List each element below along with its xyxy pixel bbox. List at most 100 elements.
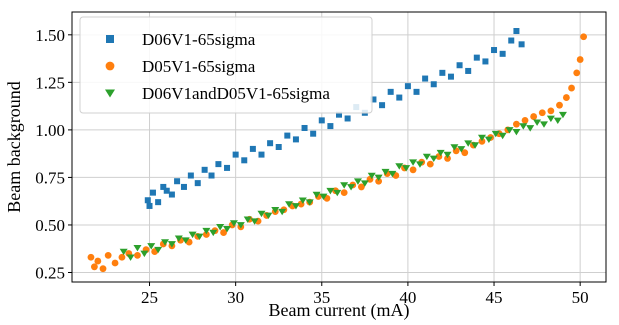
- data-point: [374, 174, 383, 182]
- data-point: [208, 172, 215, 179]
- data-point: [305, 199, 314, 206]
- data-point: [267, 140, 274, 147]
- data-point: [133, 244, 142, 252]
- data-point: [160, 183, 167, 190]
- data-point: [146, 202, 153, 209]
- data-point: [224, 164, 231, 171]
- data-point: [508, 37, 515, 44]
- data-point: [301, 124, 308, 131]
- data-point: [357, 183, 365, 191]
- data-point: [161, 239, 170, 246]
- data-point: [546, 115, 555, 123]
- data-point: [333, 189, 342, 197]
- data-point: [478, 137, 486, 145]
- data-point: [553, 117, 562, 124]
- data-point: [310, 130, 317, 137]
- data-point: [291, 203, 300, 210]
- data-point: [533, 119, 542, 126]
- data-point: [318, 117, 325, 124]
- data-point: [367, 172, 376, 180]
- y-tick-label: 0.25: [35, 263, 65, 282]
- data-point: [119, 248, 128, 256]
- data-point: [278, 208, 287, 216]
- data-point: [477, 134, 486, 142]
- x-tick-label: 35: [313, 288, 330, 307]
- data-point: [284, 132, 291, 139]
- data-point: [580, 33, 588, 41]
- y-tick-label: 0.75: [35, 168, 65, 187]
- data-point: [215, 161, 222, 168]
- data-point: [87, 253, 95, 261]
- data-point: [250, 218, 259, 225]
- data-point: [168, 191, 175, 198]
- data-point: [415, 161, 424, 168]
- data-point: [174, 235, 183, 242]
- data-point: [220, 229, 227, 236]
- data-point: [539, 121, 548, 128]
- plot-frame: [71, 11, 607, 283]
- data-point: [422, 75, 429, 82]
- data-point: [429, 155, 438, 163]
- data-point: [422, 153, 431, 161]
- data-point: [395, 163, 404, 170]
- data-point: [402, 165, 411, 172]
- data-point: [409, 166, 417, 174]
- x-tick-label: 30: [227, 288, 244, 307]
- data-point: [236, 222, 245, 229]
- data-point: [457, 146, 466, 153]
- data-point: [562, 94, 570, 101]
- data-point: [292, 136, 299, 143]
- data-point: [229, 220, 238, 227]
- data-point: [450, 144, 459, 151]
- data-points: [87, 28, 588, 273]
- data-point: [326, 187, 335, 195]
- data-point: [396, 94, 403, 101]
- data-point: [336, 111, 342, 118]
- data-point: [195, 233, 204, 240]
- data-point: [327, 123, 334, 130]
- data-point: [409, 159, 418, 166]
- data-point: [436, 149, 445, 157]
- legend-box: [79, 16, 373, 114]
- data-point: [404, 83, 411, 90]
- data-point: [163, 187, 170, 194]
- axis-ticks: 25 30 35 40 45 50 0.25 0.50 0.75 1.00 1.25 1.50: [35, 26, 588, 307]
- data-point: [285, 201, 294, 208]
- data-point: [126, 254, 135, 261]
- data-point: [413, 88, 420, 95]
- data-point: [99, 265, 107, 273]
- data-point: [444, 155, 451, 162]
- data-point: [257, 210, 266, 218]
- legend-entry-label: D06V1-65sigma: [142, 30, 256, 49]
- data-point: [298, 197, 307, 204]
- data-point: [498, 132, 507, 140]
- data-point: [568, 84, 575, 92]
- data-point: [155, 199, 162, 206]
- x-tick-label: 45: [486, 288, 503, 307]
- data-point: [347, 184, 356, 191]
- series-3: [119, 111, 567, 261]
- legend: D06V1-65sigma D05V1-65sigma D06V1andD05V1-…: [79, 16, 373, 114]
- data-point: [202, 227, 211, 235]
- data-point: [482, 58, 489, 65]
- legend-entry-label: D06V1andD05V1-65sigma: [142, 84, 330, 103]
- data-point: [118, 253, 126, 261]
- y-tick-label: 1.50: [35, 26, 65, 45]
- data-point: [360, 180, 369, 187]
- data-point: [258, 151, 265, 158]
- data-point: [491, 130, 500, 138]
- data-point: [134, 251, 141, 259]
- data-point: [447, 73, 454, 80]
- data-point: [94, 257, 102, 265]
- data-point: [530, 113, 538, 120]
- data-point: [201, 166, 208, 173]
- data-point: [576, 56, 584, 63]
- data-point: [484, 136, 493, 143]
- data-point: [264, 212, 273, 220]
- data-point: [340, 182, 349, 189]
- y-tick-label: 1.25: [35, 73, 65, 92]
- data-point: [353, 178, 362, 185]
- data-point: [147, 243, 156, 250]
- data-point: [275, 144, 282, 150]
